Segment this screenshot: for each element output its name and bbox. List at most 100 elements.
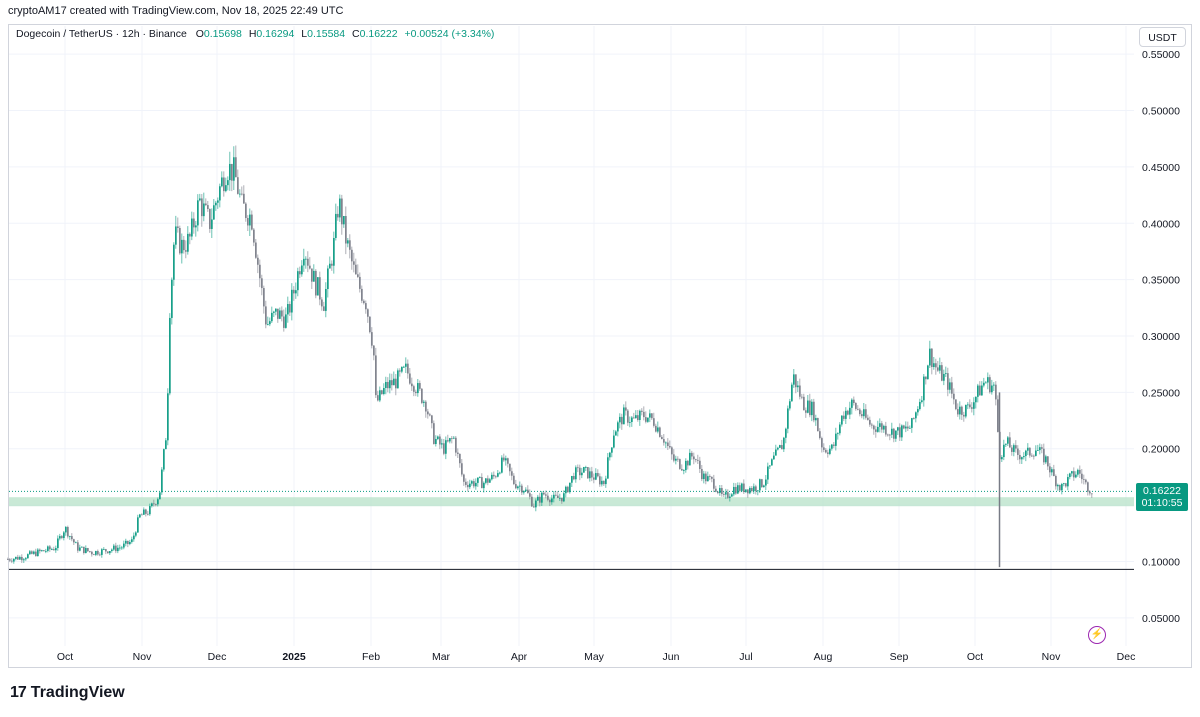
candle-body bbox=[575, 467, 577, 480]
candle-body bbox=[761, 479, 763, 488]
candle-body bbox=[9, 559, 11, 561]
candle-body bbox=[263, 288, 265, 307]
candle-body bbox=[1049, 466, 1051, 473]
candle-body bbox=[921, 400, 923, 402]
candle-body bbox=[651, 413, 653, 419]
ohlc-legend: Dogecoin / TetherUS · 12h · Binance O0.1… bbox=[16, 28, 498, 40]
candle-body bbox=[891, 428, 893, 435]
currency-button[interactable]: USDT bbox=[1139, 27, 1186, 47]
candle-body bbox=[283, 316, 285, 328]
candle-body bbox=[189, 233, 191, 237]
candle-body bbox=[585, 467, 587, 468]
candle-body bbox=[815, 418, 817, 421]
candle-body bbox=[1055, 475, 1057, 487]
candle-body bbox=[155, 504, 157, 505]
chart-frame bbox=[8, 24, 1192, 668]
candle-body bbox=[137, 517, 139, 533]
candle-body bbox=[509, 463, 511, 472]
y-tick-label: 0.50000 bbox=[1142, 106, 1180, 118]
candle-body bbox=[993, 384, 995, 386]
candle-body bbox=[937, 367, 939, 371]
candle-body bbox=[117, 547, 119, 552]
candle-body bbox=[1007, 437, 1009, 444]
candle-body bbox=[361, 288, 363, 301]
candle-body bbox=[419, 383, 421, 389]
candle-body bbox=[455, 437, 457, 453]
candle-body bbox=[1089, 491, 1091, 494]
candle-body bbox=[399, 370, 401, 372]
candle-body bbox=[309, 265, 311, 269]
candle-body bbox=[465, 481, 467, 485]
x-tick-label: Nov bbox=[133, 651, 152, 663]
candle-body bbox=[869, 419, 871, 425]
candle-body bbox=[723, 494, 725, 495]
candle-body bbox=[385, 381, 387, 388]
candle-body bbox=[517, 486, 519, 489]
candle-body bbox=[395, 378, 397, 389]
candle-body bbox=[85, 548, 87, 553]
candle-body bbox=[113, 545, 115, 550]
candle-body bbox=[765, 479, 767, 486]
symbol-label[interactable]: Dogecoin / TetherUS · 12h · Binance bbox=[16, 28, 187, 40]
x-tick-label: Jun bbox=[663, 651, 680, 663]
candle-body bbox=[223, 177, 225, 192]
candle-body bbox=[695, 459, 697, 461]
candle-body bbox=[1005, 443, 1007, 445]
candle-body bbox=[1065, 483, 1067, 487]
candle-body bbox=[853, 399, 855, 403]
candle-body bbox=[1087, 482, 1089, 492]
candle-body bbox=[803, 396, 805, 411]
candle-body bbox=[165, 440, 167, 450]
candle-body bbox=[879, 423, 881, 427]
candle-body bbox=[145, 509, 147, 514]
candle-body bbox=[789, 401, 791, 409]
candle-body bbox=[1035, 450, 1037, 456]
candle-body bbox=[513, 475, 515, 485]
candle-body bbox=[169, 317, 171, 394]
candle-body bbox=[11, 560, 13, 562]
candle-body bbox=[959, 406, 961, 415]
candle-body bbox=[607, 457, 609, 479]
candle-body bbox=[1053, 469, 1055, 476]
candle-body bbox=[919, 401, 921, 410]
candle-body bbox=[535, 500, 537, 508]
candle-body bbox=[563, 493, 565, 502]
y-tick-label: 0.45000 bbox=[1142, 162, 1180, 174]
lightning-icon[interactable]: ⚡ bbox=[1088, 626, 1106, 644]
candle-body bbox=[611, 447, 613, 453]
candle-body bbox=[371, 332, 373, 346]
candle-body bbox=[951, 382, 953, 394]
candle-body bbox=[987, 377, 989, 383]
candle-body bbox=[431, 415, 433, 424]
candle-body bbox=[315, 270, 317, 296]
candle-body bbox=[807, 400, 809, 413]
candle-body bbox=[747, 489, 749, 494]
candle-body bbox=[899, 427, 901, 438]
candle-body bbox=[1051, 469, 1053, 473]
candle-body bbox=[181, 239, 183, 254]
candle-body bbox=[273, 311, 275, 313]
candle-body bbox=[147, 513, 149, 515]
candle-body bbox=[669, 446, 671, 448]
candle-body bbox=[451, 438, 453, 439]
y-tick-label: 0.55000 bbox=[1142, 49, 1180, 61]
candle-body bbox=[755, 486, 757, 492]
candle-body bbox=[705, 473, 707, 482]
candle-body bbox=[991, 385, 993, 393]
candle-body bbox=[19, 556, 21, 560]
candle-body bbox=[261, 278, 263, 289]
candle-body bbox=[1041, 447, 1043, 449]
candle-body bbox=[409, 373, 411, 384]
candle-body bbox=[693, 456, 695, 460]
candle-body bbox=[79, 547, 81, 551]
candle-body bbox=[487, 478, 489, 483]
candle-body bbox=[813, 401, 815, 421]
last-price-tag: 0.16222 01:10:55 bbox=[1136, 483, 1188, 511]
candle-body bbox=[257, 257, 259, 265]
candle-body bbox=[805, 410, 807, 413]
tradingview-logo[interactable]: 17 TradingView bbox=[10, 684, 125, 702]
candle-body bbox=[887, 434, 889, 436]
x-tick-label: Nov bbox=[1042, 651, 1061, 663]
candle-body bbox=[185, 250, 187, 252]
